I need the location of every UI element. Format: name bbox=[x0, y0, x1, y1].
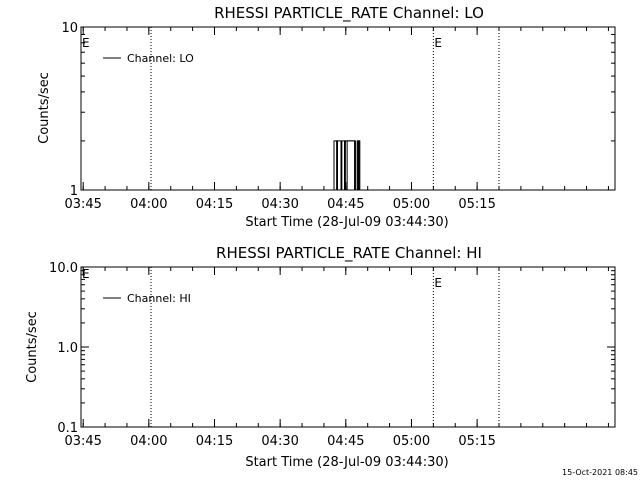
y-tick-label: 10.0 bbox=[49, 261, 78, 276]
x-tick-label: 05:15 bbox=[458, 434, 495, 449]
event-markers: E bbox=[150, 27, 500, 190]
legend-label: Channel: HI bbox=[127, 292, 191, 305]
left-flag: E bbox=[82, 267, 90, 281]
chart-title: RHESSI PARTICLE_RATE Channel: LO bbox=[214, 4, 484, 23]
panel-hi: RHESSI PARTICLE_RATE Channel: HI 03:45 04… bbox=[25, 244, 616, 470]
y-tick-label: 1.0 bbox=[57, 341, 78, 356]
x-tick-label: 03:45 bbox=[64, 197, 101, 212]
plot-frame bbox=[80, 266, 616, 428]
footer-timestamp: 15-Oct-2021 08:45 bbox=[562, 468, 638, 477]
data-series bbox=[332, 140, 361, 191]
x-tick-label: 04:00 bbox=[130, 197, 167, 212]
x-tick-label: 04:45 bbox=[327, 197, 364, 212]
event-markers: E bbox=[150, 267, 500, 427]
x-tick-label: 03:45 bbox=[64, 434, 101, 449]
x-tick-label: 04:30 bbox=[261, 197, 298, 212]
series-line-1 bbox=[333, 140, 361, 191]
x-axis: 03:45 04:00 04:15 04:30 04:45 05:00 05:15 bbox=[64, 267, 609, 449]
x-axis: 03:45 04:00 04:15 04:30 04:45 05:00 05:15 bbox=[64, 27, 609, 212]
x-tick-label: 04:15 bbox=[196, 197, 233, 212]
x-tick-label: 04:00 bbox=[130, 434, 167, 449]
x-axis-label: Start Time (28-Jul-09 03:44:30) bbox=[245, 455, 448, 470]
x-tick-label: 04:45 bbox=[327, 434, 364, 449]
event-marker-label: E bbox=[434, 276, 442, 290]
y-axis-label: Counts/sec bbox=[25, 311, 40, 383]
x-tick-label: 04:30 bbox=[261, 434, 298, 449]
panel-lo: RHESSI PARTICLE_RATE Channel: LO 03:45 04… bbox=[37, 4, 616, 230]
x-tick-label: 05:15 bbox=[458, 197, 495, 212]
y-tick-label: 10 bbox=[61, 21, 78, 36]
plot-frame bbox=[80, 26, 616, 191]
y-tick-label: 1 bbox=[70, 184, 78, 199]
y-axis: 1 10 bbox=[61, 21, 615, 199]
left-flag: E bbox=[82, 36, 90, 50]
x-tick-label: 04:15 bbox=[196, 434, 233, 449]
y-tick-label: 0.1 bbox=[57, 421, 78, 436]
legend-label: Channel: LO bbox=[127, 52, 194, 65]
x-tick-label: 05:00 bbox=[393, 434, 430, 449]
x-axis-label: Start Time (28-Jul-09 03:44:30) bbox=[245, 215, 448, 230]
chart-title: RHESSI PARTICLE_RATE Channel: HI bbox=[216, 244, 482, 263]
y-axis: 0.1 1.0 10.0 bbox=[49, 261, 615, 436]
x-tick-label: 05:00 bbox=[393, 197, 430, 212]
event-marker-label: E bbox=[434, 36, 442, 50]
y-axis-label: Counts/sec bbox=[37, 72, 52, 144]
